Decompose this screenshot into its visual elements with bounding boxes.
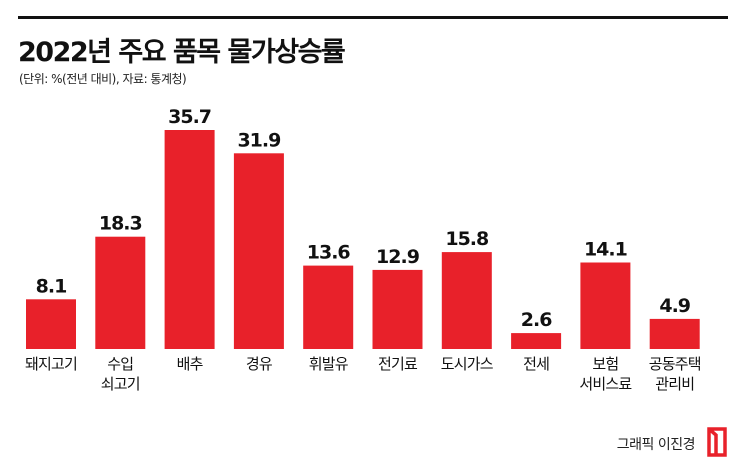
- category-label-9-line-2: 서비스료: [579, 375, 632, 393]
- category-label-2-line-1: 수입: [107, 355, 133, 373]
- bar-5: [303, 265, 354, 349]
- chart-title: 2022년 주요 품목 물가상승률: [18, 37, 346, 68]
- category-label-5-line-1: 휘발유: [309, 355, 349, 373]
- category-label-3-line-1: 배추: [177, 355, 203, 373]
- value-label-8: 2.6: [521, 309, 552, 331]
- bar-6: [372, 269, 423, 349]
- value-label-5: 13.6: [307, 242, 351, 264]
- bar-8: [511, 333, 562, 349]
- category-label-7-line-1: 도시가스: [441, 355, 494, 373]
- category-label-6-line-1: 전기료: [378, 355, 418, 373]
- category-label-2-line-2: 쇠고기: [101, 375, 140, 393]
- value-label-4: 31.9: [237, 129, 280, 151]
- value-label-10: 4.9: [659, 295, 690, 317]
- value-label-9: 14.1: [584, 239, 627, 261]
- bar-3: [164, 130, 215, 349]
- bar-1: [26, 299, 76, 349]
- value-label-2: 18.3: [99, 213, 142, 235]
- bar-7: [441, 252, 492, 349]
- value-label-6: 12.9: [376, 246, 419, 268]
- value-label-1: 8.1: [36, 275, 67, 297]
- chart-subtitle: (단위: %(전년 대비), 자료: 통계청): [19, 72, 187, 86]
- value-label-7: 15.8: [445, 228, 489, 250]
- graphic-credit: 그래픽 이진경: [616, 437, 696, 453]
- category-label-10-line-2: 관리비: [655, 375, 694, 393]
- category-label-8-line-1: 전세: [523, 355, 549, 373]
- category-label-10-line-1: 공동주택: [649, 355, 701, 373]
- value-label-3: 35.7: [168, 106, 211, 128]
- bar-4: [233, 153, 284, 349]
- bar-9: [580, 262, 631, 349]
- bar-10: [649, 318, 700, 349]
- category-label-4-line-1: 경유: [246, 355, 273, 373]
- bar-2: [95, 236, 146, 349]
- publisher-logo-icon: [707, 427, 727, 457]
- top-rule: [18, 16, 728, 19]
- category-label-1-line-1: 돼지고기: [25, 355, 77, 373]
- category-label-9-line-1: 보험: [592, 355, 618, 373]
